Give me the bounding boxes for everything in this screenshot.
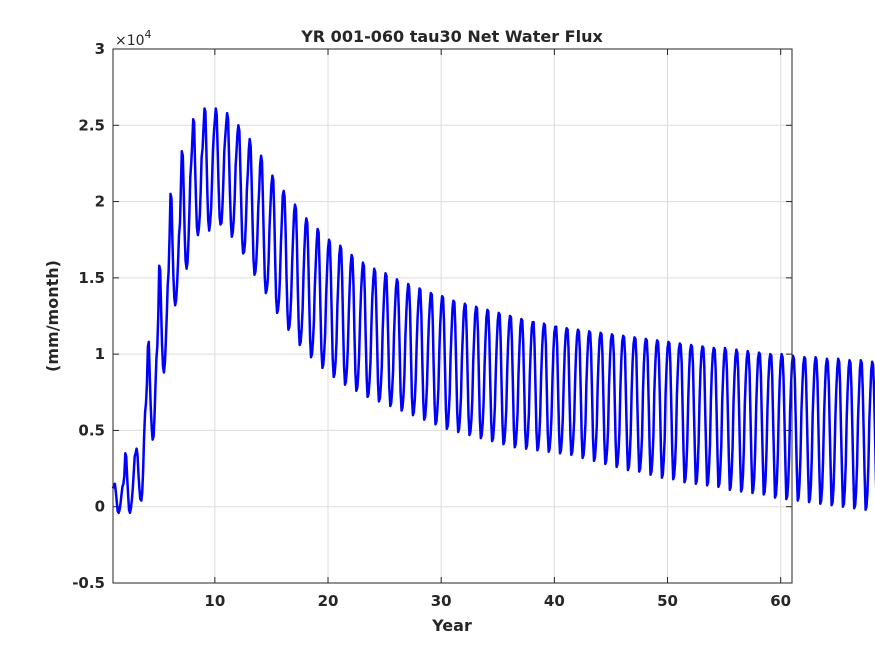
y-tick-labels: -0.5 0 0.5 1 1.5 2 2.5 3 [72,40,105,592]
y-exponent-base: ×10 [115,33,145,49]
y-tick-label: 2.5 [78,116,105,134]
x-tick-label: 60 [770,592,791,610]
x-tick-label: 40 [544,592,565,610]
x-tick-label: 50 [657,592,678,610]
x-axis-label: Year [431,616,472,635]
x-tick-label: 10 [204,592,225,610]
chart-title: YR 001-060 tau30 Net Water Flux [300,27,603,46]
y-axis-label: (mm/month) [43,260,62,372]
y-tick-label: 3 [95,40,105,58]
x-tick-labels: 10 20 30 40 50 60 [204,592,791,610]
y-tick-label: -0.5 [72,574,105,592]
plot-frame [112,48,793,584]
y-tick-label: 1 [95,345,105,363]
y-tick-label: 0.5 [78,421,105,439]
x-tick-label: 20 [318,592,339,610]
data-series [111,107,875,515]
x-tick-label: 30 [431,592,452,610]
y-exponent-multiplier: ×104 [115,28,152,49]
y-exponent-power: 4 [145,28,152,41]
y-tick-label: 1.5 [78,269,105,287]
series-line-0 [111,107,875,515]
y-tick-label: 0 [95,498,105,516]
y-tick-label: 2 [95,193,105,211]
